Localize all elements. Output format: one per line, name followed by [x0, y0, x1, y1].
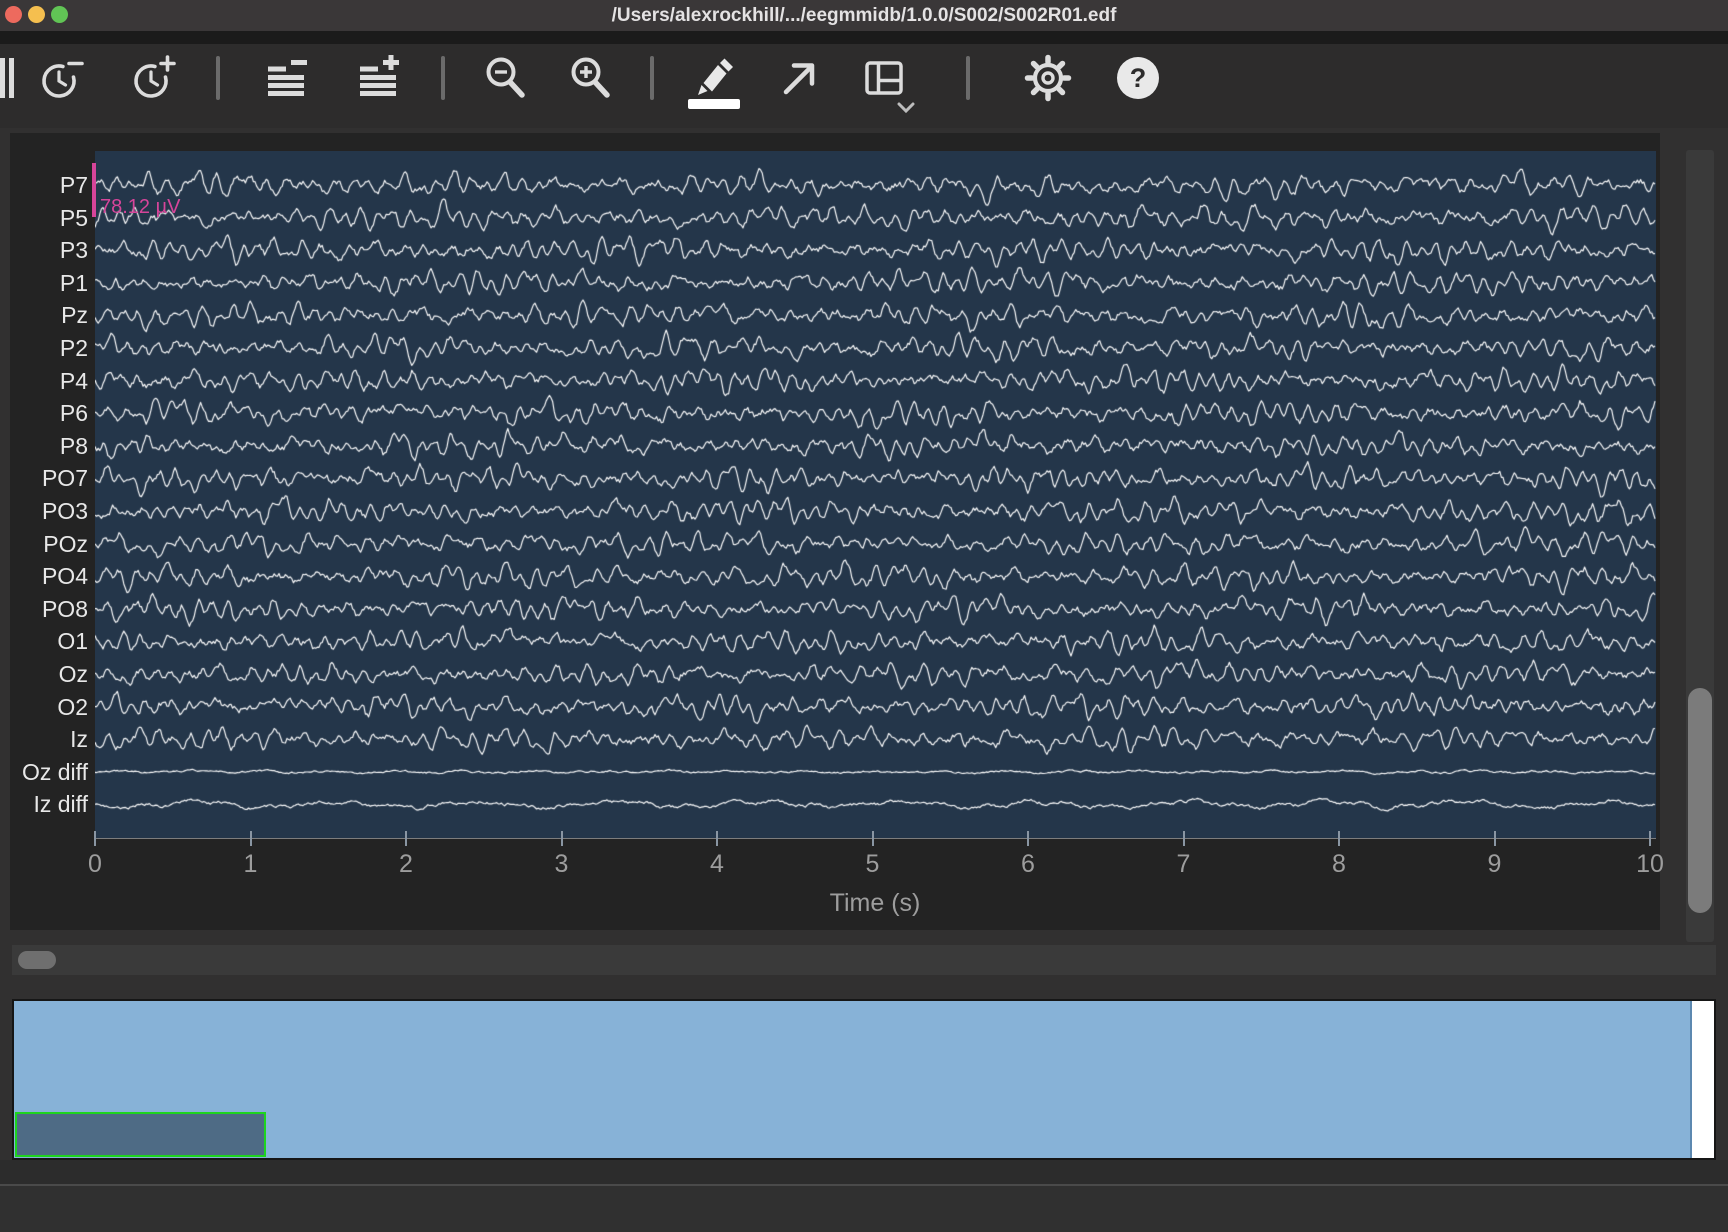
pan-button[interactable]: [775, 54, 823, 102]
x-tick-label: 0: [88, 850, 102, 878]
x-tick-mark: [1649, 831, 1651, 846]
channel-label-P7[interactable]: P7: [59, 172, 88, 198]
pencil-icon: [698, 58, 733, 95]
channel-label-P4[interactable]: P4: [59, 367, 88, 394]
x-tick-label: 10: [1636, 850, 1664, 878]
channel-label-PO3[interactable]: PO3: [41, 498, 88, 524]
channel-scrollbar-thumb[interactable]: [1688, 688, 1712, 913]
toolbar-separator: [216, 56, 220, 100]
close-button[interactable]: [5, 6, 22, 23]
x-tick-mark: [1493, 831, 1496, 846]
x-tick-label: 1: [243, 850, 258, 878]
decrease-channels-button[interactable]: [262, 54, 310, 102]
channel-label-P2[interactable]: P2: [59, 335, 88, 361]
x-tick-label: 3: [554, 850, 569, 878]
layout-button[interactable]: [860, 54, 908, 102]
voltage-scale-label: 78.12 µV: [100, 196, 181, 218]
channel-label-PO4[interactable]: PO4: [41, 563, 88, 590]
channel-label-Iz[interactable]: Iz: [70, 726, 88, 753]
clock-minus-icon: [42, 61, 84, 98]
x-tick-mark: [560, 831, 563, 846]
time-scrollbar-thumb[interactable]: [18, 951, 56, 969]
overview-view-rectangle[interactable]: [15, 1112, 266, 1157]
x-tick-mark: [1027, 831, 1029, 846]
bottom-gap: [0, 1160, 1728, 1184]
zoom-in-button[interactable]: [566, 54, 614, 102]
bottom-divider: [0, 1184, 1728, 1186]
channel-label-PO7[interactable]: PO7: [41, 465, 88, 492]
x-axis-spine: [95, 838, 1656, 839]
channel-label-O1[interactable]: O1: [57, 628, 88, 655]
channel-scrollbar-track[interactable]: [1686, 150, 1714, 942]
bottom-status-panel: [0, 1186, 1728, 1232]
channel-label-P3[interactable]: P3: [59, 237, 88, 264]
zoom-out-icon: [486, 57, 525, 98]
x-tick-label: 6: [1021, 850, 1035, 878]
pause-icon[interactable]: [0, 58, 5, 98]
settings-button[interactable]: [1024, 54, 1072, 102]
eeg-traces-canvas[interactable]: [95, 151, 1656, 838]
x-tick-mark: [249, 831, 252, 846]
x-tick-label: 7: [1176, 850, 1191, 878]
x-tick-mark: [405, 831, 407, 846]
zoom-in-icon: [571, 57, 610, 98]
channel-label-PO8[interactable]: PO8: [41, 595, 88, 622]
zoom-window-button[interactable]: [51, 6, 68, 23]
time-scrollbar-track[interactable]: [12, 945, 1716, 975]
channel-label-Oz[interactable]: Oz: [58, 661, 88, 687]
channel-label-P6[interactable]: P6: [59, 400, 88, 427]
help-button[interactable]: ?: [1117, 57, 1159, 99]
clock-plus-icon: [134, 55, 176, 98]
annotations-button[interactable]: [690, 54, 738, 102]
gear-icon: [1024, 54, 1072, 102]
channel-label-Oz-diff[interactable]: Oz diff: [21, 758, 88, 785]
channel-label-POz[interactable]: POz: [43, 530, 88, 557]
pause-icon[interactable]: [9, 58, 14, 98]
annotations-active-indicator: [688, 99, 740, 109]
x-axis-label: Time (s): [829, 889, 921, 917]
minimize-button[interactable]: [28, 6, 45, 23]
channel-label-O2[interactable]: O2: [57, 693, 88, 720]
channel-label-P1[interactable]: P1: [59, 269, 88, 296]
titlebar: /Users/alexrockhill/.../eegmmidb/1.0.0/S…: [0, 0, 1728, 31]
overview-bar[interactable]: [12, 999, 1716, 1160]
overview-data-region[interactable]: [14, 1001, 1692, 1158]
channel-label-P8[interactable]: P8: [59, 432, 88, 459]
decrease-duration-button[interactable]: [37, 54, 85, 102]
channel-label-Iz-diff[interactable]: Iz diff: [33, 791, 88, 818]
arrow-up-right-icon: [783, 63, 815, 95]
increase-channels-button[interactable]: [354, 54, 402, 102]
layout-dropdown-chevron[interactable]: [896, 101, 916, 119]
x-tick-mark: [871, 831, 874, 846]
toolbar-separator: [966, 56, 970, 100]
lines-plus-icon: [360, 55, 399, 96]
toolbar: ?: [0, 44, 1728, 128]
eeg-plot-area[interactable]: [95, 151, 1656, 838]
layout-grid-icon: [865, 61, 903, 95]
help-icon: ?: [1129, 63, 1147, 93]
toolbar-separator: [650, 56, 654, 100]
window-title: /Users/alexrockhill/.../eegmmidb/1.0.0/S…: [611, 5, 1117, 26]
toolbar-separator: [441, 56, 445, 100]
x-tick-label: 9: [1487, 850, 1502, 878]
x-tick-mark: [94, 831, 96, 846]
x-tick-label: 8: [1332, 850, 1346, 878]
x-tick-label: 4: [710, 850, 724, 878]
increase-duration-button[interactable]: [129, 54, 177, 102]
titlebar-divider: [0, 31, 1728, 44]
channel-label-P5[interactable]: P5: [59, 204, 88, 231]
channel-label-Pz[interactable]: Pz: [61, 302, 88, 329]
voltage-scale-bar: [92, 163, 96, 217]
x-tick-label: 5: [865, 850, 880, 878]
lines-minus-icon: [268, 60, 307, 96]
x-tick-mark: [1182, 831, 1185, 846]
x-tick-mark: [1338, 831, 1340, 846]
zoom-out-button[interactable]: [481, 54, 529, 102]
x-tick-mark: [716, 831, 718, 846]
x-tick-label: 2: [399, 850, 413, 878]
